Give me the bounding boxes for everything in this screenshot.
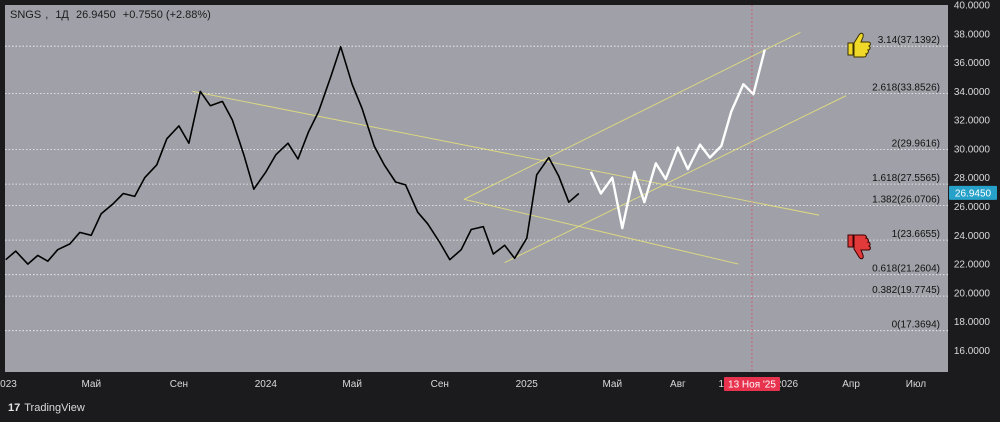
- fib-level-label: 3.14(37.1392): [878, 35, 940, 46]
- price-axis[interactable]: 40.0000 38.0000 36.0000 34.0000 32.0000 30.00…: [954, 1, 991, 357]
- projection-line: [589, 49, 766, 230]
- thumbs-up-icon: [847, 32, 871, 58]
- time-axis[interactable]: 2023 Май Сен 2024 Май Сен 2025 Май Авг 1 2026 Апр Ию…: [0, 379, 926, 390]
- tradingview-logo-icon: 17: [8, 402, 21, 414]
- date-badge: [723, 377, 780, 391]
- y-tick-label: 26.0000: [954, 202, 991, 213]
- last-price-badge-label: 26.9450: [955, 188, 992, 199]
- last-price-badge: [949, 185, 997, 200]
- y-tick-label: 36.0000: [954, 58, 991, 69]
- y-tick-label: 20.0000: [954, 288, 991, 299]
- fib-level-label: 0.382(19.7745): [872, 285, 940, 296]
- price-line: [5, 45, 580, 265]
- x-tick-label: Сен: [431, 379, 449, 390]
- x-tick-label: 2024: [255, 379, 278, 390]
- x-tick-label: 2023: [0, 379, 17, 390]
- brand-name: TradingView: [24, 402, 85, 414]
- y-tick-label: 38.0000: [954, 29, 991, 40]
- fib-level-label: 0(17.3694): [892, 320, 940, 331]
- fib-level-labels: 3.14(37.1392) 2.618(33.8526) 2(29.9616) 1.6…: [872, 35, 940, 331]
- y-tick-label: 32.0000: [954, 116, 991, 127]
- tradingview-brand[interactable]: 17 TradingView: [8, 402, 85, 414]
- axis-badges: 26.9450 13 Ноя '25: [723, 185, 997, 391]
- plot-area[interactable]: [5, 5, 948, 372]
- trend-channel-lines: [192, 31, 847, 265]
- x-tick-label: Май: [602, 379, 622, 390]
- interval-label[interactable]: 1Д: [55, 9, 69, 21]
- thumb-annotations: [847, 32, 871, 260]
- y-tick-label: 40.0000: [954, 1, 991, 12]
- trend-line: [463, 198, 739, 265]
- x-tick-label: 2026: [776, 379, 799, 390]
- x-tick-label: Сен: [170, 379, 188, 390]
- y-tick-label: 34.0000: [954, 87, 991, 98]
- price-change-value: +0.7550 (+2.88%): [122, 9, 211, 21]
- y-tick-label: 28.0000: [954, 173, 991, 184]
- y-tick-label: 22.0000: [954, 260, 991, 271]
- trend-line: [463, 31, 801, 200]
- symbol-name[interactable]: SNGS: [10, 9, 42, 21]
- symbol-separator: ,: [45, 9, 49, 21]
- x-tick-label: Май: [342, 379, 362, 390]
- symbol-header[interactable]: SNGS, 1Д 26.9450 +0.7550 (+2.88%): [10, 9, 215, 21]
- date-badge-label: 13 Ноя '25: [728, 380, 776, 391]
- x-tick-label: Июл: [906, 379, 926, 390]
- thumbs-down-icon: [847, 234, 871, 260]
- fib-level-label: 1.618(27.5565): [872, 173, 940, 184]
- x-tick-label: Апр: [842, 379, 860, 390]
- x-tick-label: 1: [719, 379, 725, 390]
- y-tick-label: 30.0000: [954, 144, 991, 155]
- y-tick-label: 16.0000: [954, 346, 991, 357]
- fib-level-label: 2(29.9616): [892, 138, 940, 149]
- fib-level-label: 2.618(33.8526): [872, 82, 940, 93]
- x-tick-label: Авг: [670, 379, 686, 390]
- last-price-value: 26.9450: [75, 9, 116, 21]
- trend-line: [504, 95, 847, 264]
- fib-level-label: 1.382(26.0706): [872, 194, 940, 205]
- x-tick-label: Май: [81, 379, 101, 390]
- x-tick-label: 2025: [516, 379, 539, 390]
- y-tick-label: 24.0000: [954, 231, 991, 242]
- fib-level-label: 1(23.6655): [892, 229, 940, 240]
- trend-line: [192, 90, 820, 216]
- y-tick-label: 18.0000: [954, 317, 991, 328]
- fib-level-label: 0.618(21.2604): [872, 264, 940, 275]
